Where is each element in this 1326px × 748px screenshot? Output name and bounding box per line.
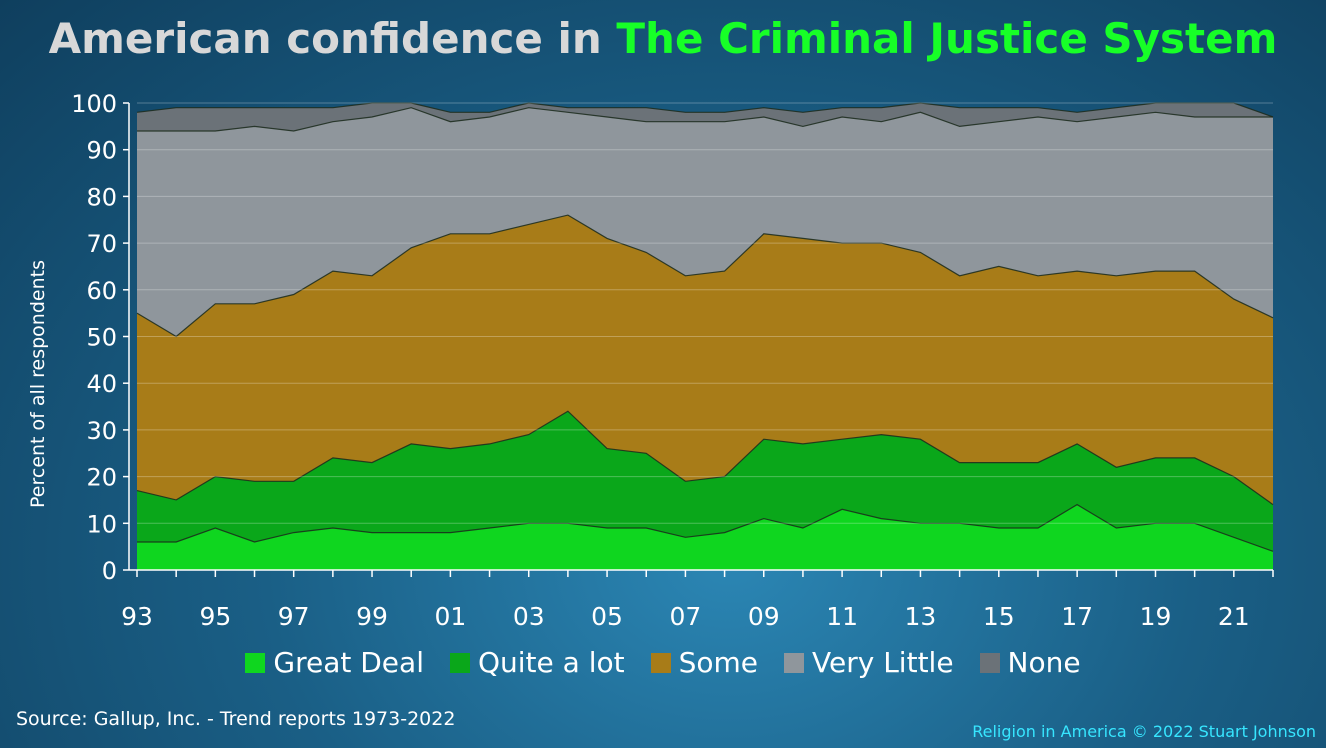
legend-item-great-deal: Great Deal: [245, 646, 424, 679]
y-tick-label: 90: [86, 137, 117, 165]
y-tick-labels: 0 10 20 30 40 50 60 70 80 90 100: [71, 90, 117, 585]
x-tick-label: 09: [748, 602, 780, 631]
y-tick-label: 70: [86, 230, 117, 258]
x-tick-label: 11: [826, 602, 858, 631]
legend-swatch-some: [650, 652, 671, 673]
legend: Great Deal Quite a lot Some Very Little …: [0, 646, 1326, 679]
legend-swatch-very-little: [784, 652, 805, 673]
legend-swatch-none: [979, 652, 1000, 673]
y-tick-label: 10: [86, 510, 117, 538]
legend-swatch-quite-a-lot: [449, 652, 470, 673]
area-great-deal: [137, 504, 1273, 570]
legend-label-very-little: Very Little: [812, 646, 954, 679]
title-highlight: The Criminal Justice System: [616, 14, 1278, 63]
legend-label-none: None: [1007, 646, 1081, 679]
x-tick-label: 07: [670, 602, 702, 631]
line-layer: [136, 102, 1274, 552]
x-tick-label: 01: [434, 602, 466, 631]
y-tick-label: 60: [86, 277, 117, 305]
y-tick-label: 20: [86, 464, 117, 492]
x-tick-label: 19: [1140, 602, 1172, 631]
credit-note: Religion in America © 2022 Stuart Johnso…: [972, 722, 1316, 741]
area-very-little: [137, 107, 1273, 337]
x-tick-label: 97: [278, 602, 310, 631]
legend-label-some: Some: [678, 646, 759, 679]
grid-layer: [137, 102, 1273, 571]
y-tick-label: 80: [86, 183, 117, 211]
area-quite-a-lot: [137, 411, 1273, 552]
boundary-line-some: [136, 214, 1274, 338]
area-none: [137, 103, 1273, 131]
y-tick-label: 100: [71, 90, 117, 118]
x-tick-labels: 93 95 97 99 01 03 05 07 09 11 13 15 17 19 21: [121, 602, 1250, 631]
legend-label-quite-a-lot: Quite a lot: [477, 646, 625, 679]
legend-item-quite-a-lot: Quite a lot: [449, 646, 625, 679]
x-tick-label: 95: [199, 602, 231, 631]
x-tick-label: 99: [356, 602, 388, 631]
chart-title: American confidence in The Criminal Just…: [0, 14, 1326, 63]
y-tick-label: 30: [86, 417, 117, 445]
x-tick-label: 03: [513, 602, 545, 631]
legend-item-very-little: Very Little: [784, 646, 954, 679]
boundary-line-none: [136, 102, 1274, 118]
y-tick-label: 50: [86, 324, 117, 352]
x-tick-label: 17: [1061, 602, 1093, 631]
boundary-line-quite-a-lot: [136, 410, 1274, 506]
source-note: Source: Gallup, Inc. - Trend reports 197…: [16, 708, 456, 730]
area-some: [137, 215, 1273, 505]
x-tick-label: 21: [1218, 602, 1250, 631]
area-layer: [137, 103, 1273, 570]
x-tick-label: 93: [121, 602, 153, 631]
y-tick-label: 40: [86, 370, 117, 398]
x-tick-label: 05: [591, 602, 623, 631]
boundary-line-great-deal: [137, 503, 1274, 552]
x-tick-label: 15: [983, 602, 1015, 631]
stacked-area-chart: 0 10 20 30 40 50 60 70 80 90 100 93 95 97 99 01 03 05 07 0…: [71, 90, 1274, 631]
legend-swatch-great-deal: [245, 652, 266, 673]
legend-item-none: None: [979, 646, 1081, 679]
y-tick-label: 0: [102, 557, 117, 585]
boundary-line-very-little: [137, 107, 1273, 132]
legend-item-some: Some: [650, 646, 759, 679]
title-prefix: American confidence in: [48, 14, 617, 63]
x-tick-label: 13: [905, 602, 937, 631]
legend-label-great-deal: Great Deal: [273, 646, 424, 679]
axis-layer: [123, 102, 1274, 577]
